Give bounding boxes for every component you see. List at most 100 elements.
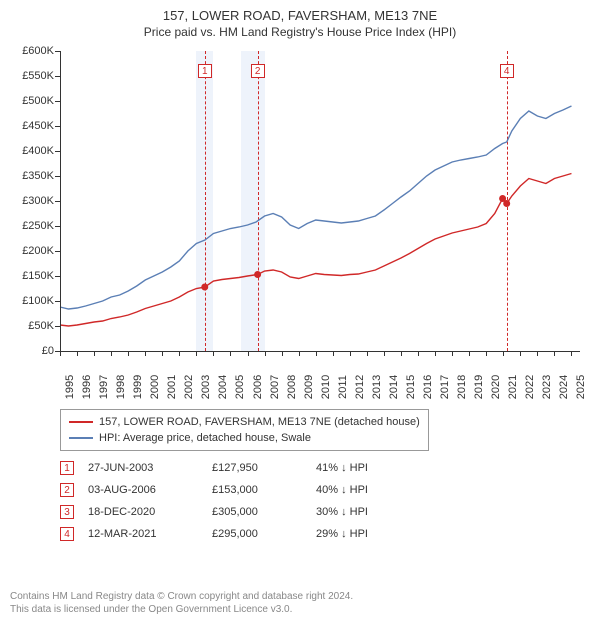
event-row-price: £295,000 — [212, 528, 302, 540]
event-row-badge: 3 — [60, 505, 74, 519]
x-tick-label: 2006 — [252, 375, 264, 399]
x-tick — [230, 351, 231, 356]
x-tick — [537, 351, 538, 356]
x-tick-label: 2010 — [320, 375, 332, 399]
event-row-price: £127,950 — [212, 462, 302, 474]
x-tick-label: 2013 — [371, 375, 383, 399]
event-row: 203-AUG-2006£153,00040% ↓ HPI — [60, 479, 590, 501]
x-tick-label: 2024 — [558, 375, 570, 399]
event-row: 412-MAR-2021£295,00029% ↓ HPI — [60, 523, 590, 545]
x-tick — [196, 351, 197, 356]
x-tick-label: 2023 — [541, 375, 553, 399]
x-tick — [469, 351, 470, 356]
x-tick — [94, 351, 95, 356]
x-tick — [418, 351, 419, 356]
legend-label: 157, LOWER ROAD, FAVERSHAM, ME13 7NE (de… — [99, 416, 420, 428]
event-row-diff: 41% ↓ HPI — [316, 462, 406, 474]
y-tick — [55, 226, 60, 227]
event-row-diff: 40% ↓ HPI — [316, 484, 406, 496]
legend-swatch — [69, 421, 93, 423]
y-tick — [55, 301, 60, 302]
x-tick — [401, 351, 402, 356]
x-tick — [213, 351, 214, 356]
x-tick — [145, 351, 146, 356]
y-tick — [55, 201, 60, 202]
data-marker — [201, 284, 208, 291]
x-tick — [435, 351, 436, 356]
y-tick-label: £150K — [12, 270, 54, 282]
x-tick — [248, 351, 249, 356]
y-tick-label: £550K — [12, 70, 54, 82]
x-tick-label: 2000 — [149, 375, 161, 399]
x-tick — [162, 351, 163, 356]
data-marker — [503, 200, 510, 207]
y-tick — [55, 101, 60, 102]
x-tick-label: 1997 — [98, 375, 110, 399]
event-row-date: 18-DEC-2020 — [88, 506, 198, 518]
x-tick — [554, 351, 555, 356]
plot-svg — [10, 43, 590, 403]
x-tick — [384, 351, 385, 356]
legend-item: 157, LOWER ROAD, FAVERSHAM, ME13 7NE (de… — [69, 414, 420, 430]
x-tick — [60, 351, 61, 356]
titles-block: 157, LOWER ROAD, FAVERSHAM, ME13 7NE Pri… — [10, 8, 590, 39]
x-tick-label: 2021 — [507, 375, 519, 399]
x-tick-label: 2011 — [337, 375, 349, 399]
footer-line-2: This data is licensed under the Open Gov… — [10, 603, 353, 616]
events-table: 127-JUN-2003£127,95041% ↓ HPI203-AUG-200… — [60, 457, 590, 545]
y-tick — [55, 76, 60, 77]
x-tick — [316, 351, 317, 356]
x-tick-label: 1996 — [81, 375, 93, 399]
x-tick — [367, 351, 368, 356]
x-tick — [282, 351, 283, 356]
x-tick — [503, 351, 504, 356]
x-tick-label: 2004 — [217, 375, 229, 399]
legend-label: HPI: Average price, detached house, Swal… — [99, 432, 311, 444]
y-tick — [55, 251, 60, 252]
y-tick — [55, 151, 60, 152]
chart-area: 124£0£50K£100K£150K£200K£250K£300K£350K£… — [10, 43, 590, 403]
chart-subtitle: Price paid vs. HM Land Registry's House … — [10, 25, 590, 39]
x-tick-label: 2008 — [286, 375, 298, 399]
x-tick — [571, 351, 572, 356]
x-tick-label: 2022 — [524, 375, 536, 399]
y-axis — [60, 51, 61, 351]
x-tick-label: 2016 — [422, 375, 434, 399]
event-row-diff: 29% ↓ HPI — [316, 528, 406, 540]
legend-swatch — [69, 437, 93, 439]
x-tick — [520, 351, 521, 356]
y-tick — [55, 276, 60, 277]
x-tick-label: 2018 — [456, 375, 468, 399]
series-price-paid — [60, 174, 571, 327]
event-row: 318-DEC-2020£305,00030% ↓ HPI — [60, 501, 590, 523]
x-tick-label: 2005 — [234, 375, 246, 399]
x-tick-label: 1995 — [64, 375, 76, 399]
x-tick-label: 2014 — [388, 375, 400, 399]
x-tick — [486, 351, 487, 356]
x-tick-label: 1999 — [132, 375, 144, 399]
event-row-badge: 1 — [60, 461, 74, 475]
event-row-date: 03-AUG-2006 — [88, 484, 198, 496]
x-tick-label: 2020 — [490, 375, 502, 399]
x-tick — [265, 351, 266, 356]
chart-title: 157, LOWER ROAD, FAVERSHAM, ME13 7NE — [10, 8, 590, 23]
footer-line-1: Contains HM Land Registry data © Crown c… — [10, 590, 353, 603]
series-hpi — [60, 106, 571, 309]
x-tick-label: 2019 — [473, 375, 485, 399]
x-axis — [60, 351, 580, 352]
data-marker — [254, 271, 261, 278]
x-tick — [111, 351, 112, 356]
x-tick-label: 2015 — [405, 375, 417, 399]
x-tick — [299, 351, 300, 356]
x-tick-label: 2007 — [269, 375, 281, 399]
x-tick — [350, 351, 351, 356]
page-root: 157, LOWER ROAD, FAVERSHAM, ME13 7NE Pri… — [0, 0, 600, 620]
y-tick-label: £0 — [12, 345, 54, 357]
y-tick-label: £200K — [12, 245, 54, 257]
y-tick-label: £500K — [12, 95, 54, 107]
event-row-date: 27-JUN-2003 — [88, 462, 198, 474]
x-tick-area: 1995199619971998199920002001200220032004… — [10, 357, 590, 401]
event-row-price: £153,000 — [212, 484, 302, 496]
y-tick-label: £300K — [12, 195, 54, 207]
event-row-diff: 30% ↓ HPI — [316, 506, 406, 518]
